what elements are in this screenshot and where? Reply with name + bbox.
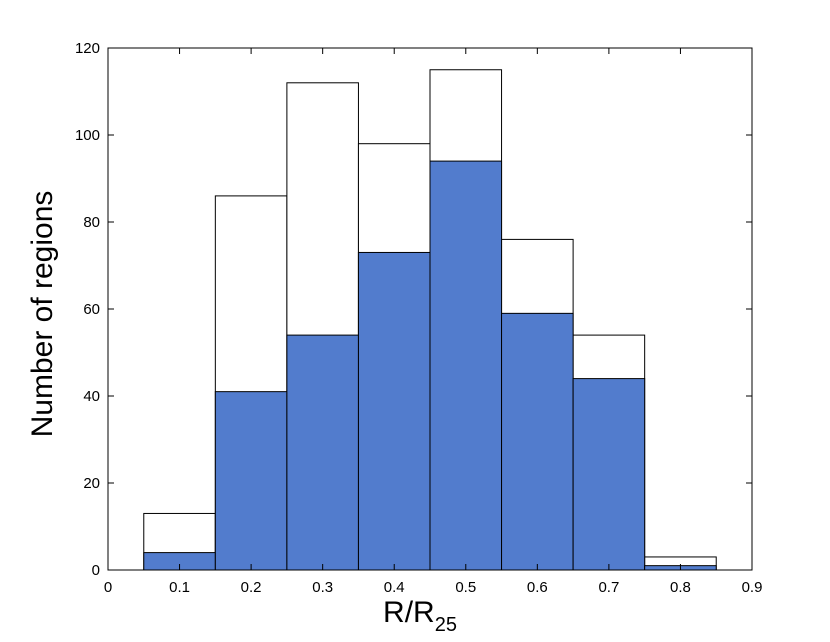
x-tick-label: 0.5 [455, 579, 476, 596]
x-tick-label: 0.9 [742, 579, 763, 596]
y-tick-label: 120 [75, 40, 100, 57]
subset-bar [429, 160, 503, 571]
x-tick-label: 0.3 [312, 579, 333, 596]
x-tick-label: 0.7 [598, 579, 619, 596]
y-tick-label: 80 [83, 214, 100, 231]
subset-bar [572, 378, 646, 571]
subset-bar [501, 312, 574, 571]
x-tick-label: 0.4 [384, 579, 405, 596]
y-tick-label: 20 [83, 475, 100, 492]
y-tick-label: 0 [92, 562, 100, 579]
x-axis-label-subscript: 25 [435, 614, 457, 636]
subset-bar [286, 334, 359, 571]
x-axis: 0 0.1 0.2 0.3 0.4 0.5 0.6 0.7 0.8 0.9 [104, 48, 763, 596]
x-axis-label: R/R25 [383, 596, 457, 636]
x-tick-label: 0.8 [670, 579, 691, 596]
x-tick-label: 0 [104, 579, 112, 596]
x-axis-label-main: R/R [383, 596, 435, 629]
y-axis-label: Number of regions [26, 191, 59, 438]
y-tick-label: 100 [75, 127, 100, 144]
x-tick-label: 0.6 [527, 579, 548, 596]
x-tick-label: 0.2 [241, 579, 262, 596]
y-tick-label: 40 [83, 388, 100, 405]
subset-bar [214, 391, 288, 571]
subset-bars-group [143, 160, 717, 571]
subset-bar [357, 251, 431, 571]
y-tick-label: 60 [83, 301, 100, 318]
y-axis: 0 20 40 60 80 100 120 [75, 40, 752, 579]
x-tick-label: 0.1 [169, 579, 190, 596]
